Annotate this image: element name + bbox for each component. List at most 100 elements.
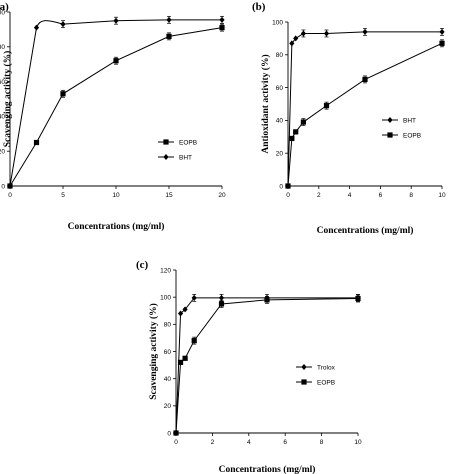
series-eopb xyxy=(173,294,361,436)
data-point xyxy=(33,24,40,31)
chart-panel-c: 0 20 40 60 80 100 120 0 2 4 6 8 10 Concentrations (mg… xyxy=(136,259,362,474)
y-tick-label: 60 xyxy=(0,79,5,86)
legend-marker xyxy=(163,154,169,160)
data-point xyxy=(219,16,225,23)
panel-label: (a) xyxy=(0,1,9,13)
legend-entry: BHT xyxy=(382,117,416,124)
x-tick-label: 0 xyxy=(8,192,12,199)
x-tick-label: 10 xyxy=(354,439,362,446)
data-point xyxy=(300,30,306,37)
x-tick-label: 20 xyxy=(218,192,226,199)
legend-label: EOPB xyxy=(403,132,421,139)
y-tick-label: 60 xyxy=(164,349,172,356)
x-tick-label: 4 xyxy=(247,439,251,446)
x-tick-label: 5 xyxy=(61,192,65,199)
data-point xyxy=(182,306,188,313)
data-point xyxy=(285,183,291,189)
y-tick-label: 80 xyxy=(164,322,172,329)
legend-entry: EOPB xyxy=(158,139,197,146)
data-point xyxy=(323,30,330,37)
y-tick-label: 100 xyxy=(0,9,5,16)
legend-label: Trolox xyxy=(317,364,336,371)
legend-entry: Trolox xyxy=(296,364,336,371)
legend-marker xyxy=(163,139,169,145)
legend-label: EOPB xyxy=(179,139,197,146)
data-point xyxy=(60,91,66,97)
y-axis-label: Scavenging activity (%) xyxy=(2,51,13,148)
series-line xyxy=(9,27,223,187)
data-point xyxy=(33,139,40,146)
legend-marker xyxy=(301,379,307,385)
legend-entry: EOPB xyxy=(296,379,335,386)
chart-panel-b: 0 20 40 60 80 100 0 2 4 6 8 10 Concentrations (mg/ml… xyxy=(252,1,446,236)
x-tick-label: 15 xyxy=(165,192,173,199)
legend-entry: EOPB xyxy=(382,132,421,139)
y-tick-label: 40 xyxy=(164,376,172,383)
legend-marker xyxy=(387,132,393,138)
data-point xyxy=(7,183,13,189)
data-point xyxy=(177,359,184,365)
data-point xyxy=(218,301,225,307)
x-axis-label: Concentrations (mg/ml) xyxy=(68,221,165,232)
data-point xyxy=(362,76,368,82)
y-tick-label: 80 xyxy=(0,44,5,51)
x-tick-label: 6 xyxy=(379,192,383,199)
data-point xyxy=(293,35,299,42)
data-point xyxy=(323,103,330,109)
data-point xyxy=(218,294,225,301)
x-tick-label: 8 xyxy=(320,439,324,446)
legend-label: BHT xyxy=(403,117,416,124)
y-tick-label: 0 xyxy=(1,183,5,190)
legend-label: BHT xyxy=(179,154,192,161)
x-tick-label: 0 xyxy=(174,439,178,446)
y-tick-label: 40 xyxy=(276,118,284,125)
data-point xyxy=(439,40,445,46)
y-tick-label: 60 xyxy=(276,85,284,92)
y-tick-label: 0 xyxy=(279,183,283,190)
series-line xyxy=(287,31,442,187)
x-tick-label: 6 xyxy=(283,439,287,446)
data-point xyxy=(113,17,119,24)
series-bht xyxy=(285,27,445,189)
data-point xyxy=(264,297,270,303)
data-point xyxy=(293,129,299,135)
data-point xyxy=(166,16,172,23)
x-tick-label: 0 xyxy=(286,192,290,199)
data-point xyxy=(289,40,295,47)
x-axis-label: Concentrations (mg/ml) xyxy=(219,464,316,474)
legend-label: EOPB xyxy=(317,379,335,386)
data-point xyxy=(191,338,197,344)
y-tick-label: 100 xyxy=(160,294,171,301)
x-axis-label: Concentrations (mg/ml) xyxy=(317,225,414,236)
data-point xyxy=(300,119,306,125)
y-tick-label: 80 xyxy=(276,52,284,59)
x-tick-label: 10 xyxy=(112,192,120,199)
legend-marker xyxy=(387,117,393,123)
panel-label: (c) xyxy=(136,259,149,271)
data-point xyxy=(182,355,188,361)
data-point xyxy=(191,294,197,301)
data-point xyxy=(219,25,225,31)
data-point xyxy=(362,28,368,35)
data-point xyxy=(166,33,172,39)
data-point xyxy=(113,58,119,64)
data-point xyxy=(173,430,179,436)
data-point xyxy=(355,295,361,302)
series-eopb xyxy=(7,23,225,189)
y-tick-label: 120 xyxy=(160,267,171,274)
data-point xyxy=(177,310,184,317)
y-tick-label: 20 xyxy=(0,149,5,156)
x-tick-label: 4 xyxy=(348,192,352,199)
data-point xyxy=(60,21,66,28)
y-tick-label: 20 xyxy=(164,403,172,410)
series-bht xyxy=(7,15,225,189)
chart-panel-a: 0 20 40 60 80 100 0 5 10 15 20 Concentrations (mg/m… xyxy=(0,1,226,232)
series-line xyxy=(287,42,443,187)
y-tick-label: 40 xyxy=(0,114,5,121)
y-tick-label: 20 xyxy=(276,151,284,158)
y-tick-label: 0 xyxy=(167,430,171,437)
x-tick-label: 2 xyxy=(211,439,215,446)
x-tick-label: 2 xyxy=(317,192,321,199)
x-tick-label: 8 xyxy=(409,192,413,199)
